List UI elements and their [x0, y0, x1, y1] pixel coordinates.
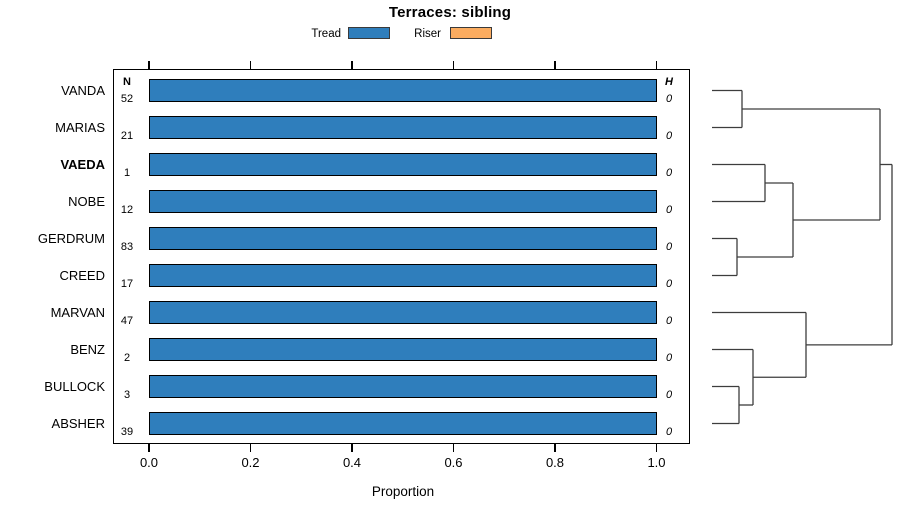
category-label: CREED: [59, 267, 105, 283]
tread-bar: [149, 375, 657, 398]
h-value: 0: [665, 203, 673, 216]
h-value: 0: [665, 92, 673, 105]
x-tick-bottom: [148, 444, 150, 452]
category-label: GERDRUM: [37, 230, 105, 246]
n-value: 52: [120, 92, 134, 105]
h-value: 0: [665, 314, 673, 327]
x-tick-bottom: [554, 444, 556, 452]
x-tick-bottom: [249, 444, 252, 452]
category-label: BENZ: [70, 341, 105, 357]
category-label: BULLOCK: [44, 378, 105, 394]
x-tick-top: [351, 61, 353, 69]
x-tick-bottom: [452, 444, 455, 452]
tread-bar: [149, 301, 657, 324]
legend-label-tread: Tread: [311, 28, 341, 40]
n-value: 39: [120, 425, 134, 438]
category-label: ABSHER: [51, 415, 105, 431]
n-value: 3: [123, 388, 131, 401]
tread-bar: [149, 190, 657, 213]
h-value: 0: [665, 277, 673, 290]
n-column-header: N: [123, 76, 131, 88]
x-tick-label: 0.6: [444, 455, 463, 470]
h-value: 0: [665, 129, 673, 142]
x-axis-label: Proportion: [371, 484, 435, 499]
n-value: 2: [123, 351, 131, 364]
tread-bar: [149, 412, 657, 435]
x-tick-top: [655, 61, 658, 69]
x-tick-label: 0.8: [545, 455, 565, 470]
legend-swatch-tread-icon: [348, 27, 390, 39]
tread-bar: [149, 116, 657, 139]
x-tick-top: [148, 61, 150, 69]
tread-bar: [149, 153, 657, 176]
category-label: VAEDA: [60, 156, 105, 172]
n-value: 47: [120, 314, 134, 327]
x-tick-label: 0.2: [241, 455, 260, 470]
h-value: 0: [665, 425, 673, 438]
category-label: VANDA: [61, 82, 105, 98]
n-value: 1: [123, 166, 131, 179]
legend-swatch-riser-icon: [450, 27, 492, 39]
n-value: 17: [120, 277, 134, 290]
h-value: 0: [665, 388, 673, 401]
h-value: 0: [665, 351, 673, 364]
x-tick-top: [554, 61, 556, 69]
h-column-header: H: [665, 76, 673, 88]
x-tick-label: 1.0: [647, 455, 666, 470]
x-tick-top: [452, 61, 455, 69]
category-label: NOBE: [68, 193, 105, 209]
x-tick-top: [249, 61, 252, 69]
tread-bar: [149, 264, 657, 287]
n-value: 83: [120, 240, 134, 253]
tread-bar: [149, 338, 657, 361]
n-value: 12: [120, 203, 134, 216]
category-label: MARIAS: [55, 119, 105, 135]
x-tick-label: 0.4: [342, 455, 362, 470]
x-tick-bottom: [655, 444, 658, 452]
tread-bar: [149, 79, 657, 102]
x-tick-bottom: [351, 444, 353, 452]
legend-label-riser: Riser: [414, 28, 441, 40]
tread-bar: [149, 227, 657, 250]
x-tick-label: 0.0: [139, 455, 159, 470]
h-value: 0: [665, 166, 673, 179]
category-label: MARVAN: [50, 304, 105, 320]
chart-title: Terraces: sibling: [388, 4, 512, 21]
h-value: 0: [665, 240, 673, 253]
n-value: 21: [120, 129, 134, 142]
